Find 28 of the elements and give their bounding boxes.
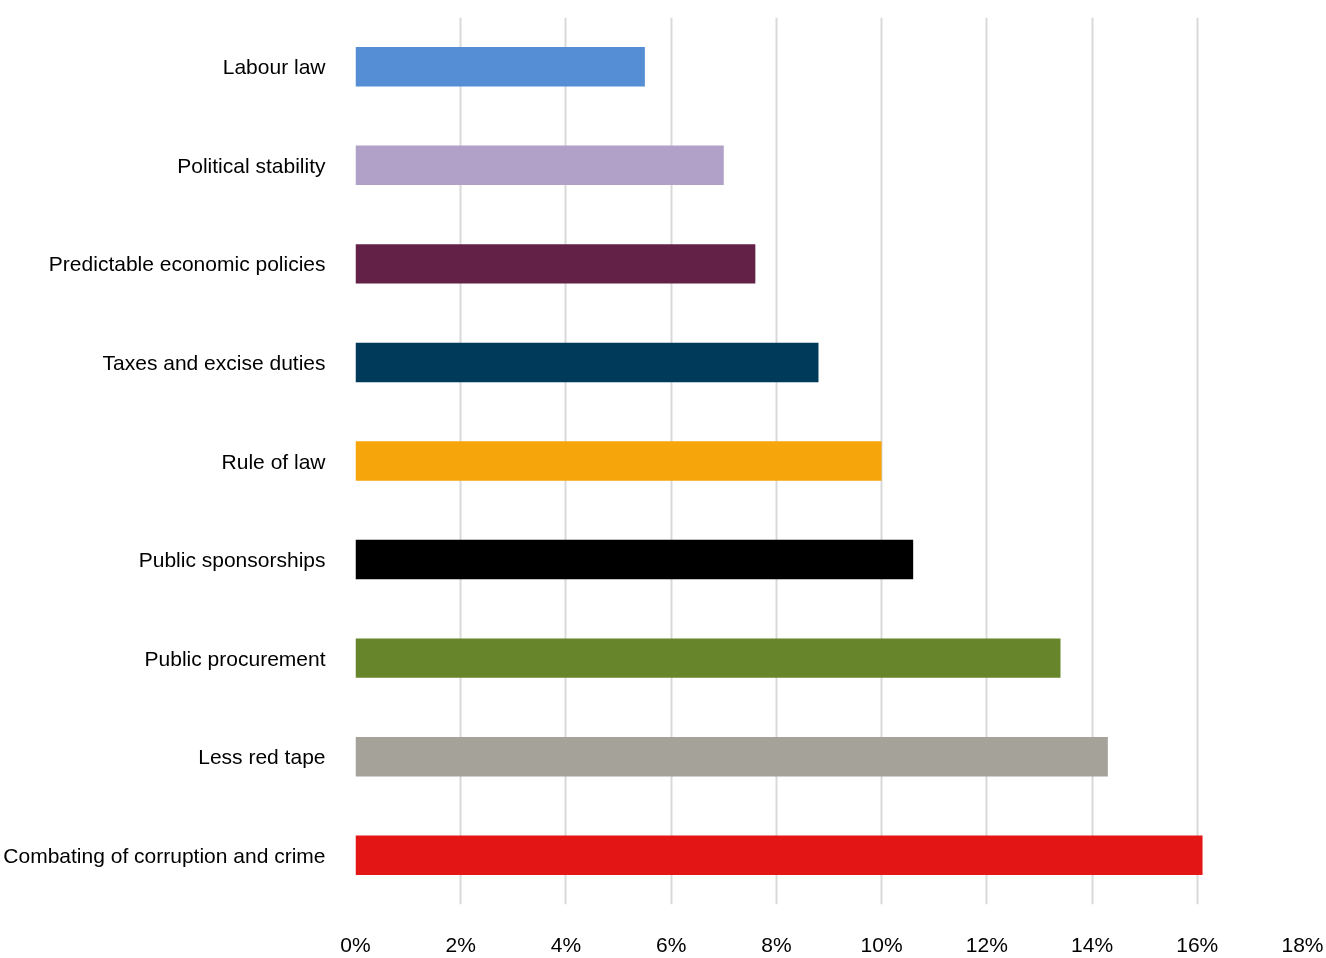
x-tick-label: 12% xyxy=(965,932,1008,956)
bar xyxy=(355,736,1108,777)
y-tick-label: Predictable economic policies xyxy=(48,252,326,276)
y-tick-label: Political stability xyxy=(177,153,326,177)
y-tick-label: Taxes and excise duties xyxy=(102,350,326,374)
bar xyxy=(355,441,882,481)
y-tick-label: Labour law xyxy=(222,55,327,79)
x-tick-label: 6% xyxy=(655,932,687,956)
x-tick-label: 0% xyxy=(340,932,371,956)
x-tick-label: 18% xyxy=(1281,932,1324,956)
bar xyxy=(355,47,645,87)
bar xyxy=(355,539,914,580)
y-tick-label: Less red tape xyxy=(198,745,326,769)
bar xyxy=(355,244,756,284)
bar xyxy=(355,638,1061,678)
x-tick-label: 10% xyxy=(860,932,903,956)
y-tick-label: Public procurement xyxy=(144,646,326,670)
bar xyxy=(355,342,819,383)
y-tick-label: Public sponsorships xyxy=(138,548,326,572)
x-tick-label: 14% xyxy=(1071,932,1114,956)
bar xyxy=(355,145,724,186)
y-tick-label: Combating of corruption and crime xyxy=(3,843,326,867)
bar xyxy=(355,835,1203,875)
x-tick-label: 16% xyxy=(1176,932,1219,956)
x-tick-label: 8% xyxy=(761,932,792,956)
x-tick-label: 2% xyxy=(445,932,476,956)
x-tick-label: 4% xyxy=(550,932,582,956)
y-tick-label: Rule of law xyxy=(221,449,327,473)
